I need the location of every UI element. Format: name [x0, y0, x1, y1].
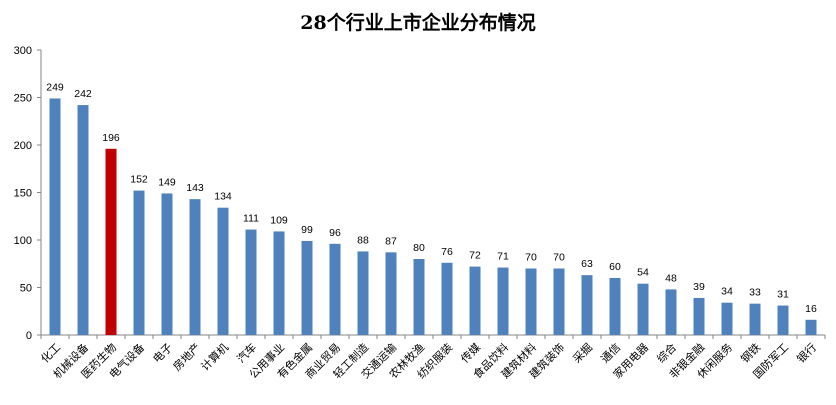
data-label: 54 — [637, 267, 649, 279]
bar — [497, 267, 509, 335]
category-label: 化工 — [38, 340, 63, 365]
data-label: 134 — [214, 191, 232, 203]
bar — [441, 262, 453, 335]
data-label: 63 — [581, 258, 593, 270]
bar — [385, 252, 397, 335]
data-label: 88 — [357, 234, 369, 246]
data-label: 70 — [525, 252, 537, 264]
data-label: 31 — [777, 289, 789, 301]
category-label: 传媒 — [458, 341, 483, 366]
y-tick-label: 0 — [26, 330, 32, 342]
data-label: 80 — [413, 242, 425, 254]
data-label: 48 — [665, 272, 677, 284]
bar — [413, 259, 425, 335]
category-label: 汽车 — [234, 340, 259, 365]
bar — [637, 283, 649, 335]
data-label: 87 — [385, 235, 397, 247]
data-label: 109 — [270, 214, 288, 226]
bar — [609, 278, 621, 335]
bar — [273, 231, 285, 335]
y-tick-label: 50 — [20, 283, 32, 295]
bar — [133, 190, 145, 335]
data-label: 249 — [46, 81, 64, 93]
data-label: 34 — [721, 286, 733, 298]
data-label: 149 — [158, 176, 176, 188]
y-tick-label: 200 — [14, 140, 32, 152]
y-tick-label: 150 — [14, 188, 32, 200]
category-label: 银行 — [794, 340, 819, 365]
bar — [721, 302, 733, 335]
bar — [469, 266, 481, 335]
y-tick-label: 100 — [14, 235, 32, 247]
bar — [301, 240, 313, 335]
y-tick-label: 250 — [14, 93, 32, 105]
bar — [357, 251, 369, 335]
data-label: 196 — [102, 132, 120, 144]
data-label: 60 — [609, 261, 621, 273]
data-label: 242 — [74, 88, 92, 100]
data-label: 33 — [749, 287, 761, 299]
bar — [77, 105, 89, 335]
bar — [189, 199, 201, 335]
bar — [777, 305, 789, 335]
bar — [525, 268, 537, 335]
bar — [553, 268, 565, 335]
data-label: 71 — [497, 251, 509, 263]
category-label: 采掘 — [570, 340, 595, 365]
bar — [105, 148, 117, 335]
bar — [329, 243, 341, 335]
data-label: 143 — [186, 182, 204, 194]
data-label: 39 — [693, 281, 705, 293]
bar — [805, 319, 817, 335]
data-label: 72 — [469, 250, 481, 262]
category-label: 计算机 — [198, 340, 231, 373]
data-label: 70 — [553, 252, 565, 264]
bar — [217, 207, 229, 335]
category-label: 房地产 — [170, 340, 203, 373]
data-label: 16 — [805, 303, 817, 315]
bar — [693, 297, 705, 335]
bar — [245, 229, 257, 335]
data-label: 96 — [329, 227, 341, 239]
chart-title: 28个行业上市企业分布情况 — [300, 12, 536, 34]
data-label: 111 — [243, 213, 259, 225]
category-label: 电子 — [150, 341, 175, 366]
category-label: 综合 — [654, 340, 679, 365]
bar — [749, 303, 761, 335]
category-label: 钢铁 — [738, 341, 763, 366]
data-label: 99 — [301, 224, 313, 236]
bar — [665, 289, 677, 335]
bar — [49, 98, 61, 335]
y-tick-label: 300 — [14, 45, 32, 57]
bar — [161, 193, 173, 335]
data-label: 76 — [441, 246, 453, 258]
bar — [581, 275, 593, 335]
data-label: 152 — [130, 174, 148, 186]
category-label: 通信 — [598, 341, 623, 366]
